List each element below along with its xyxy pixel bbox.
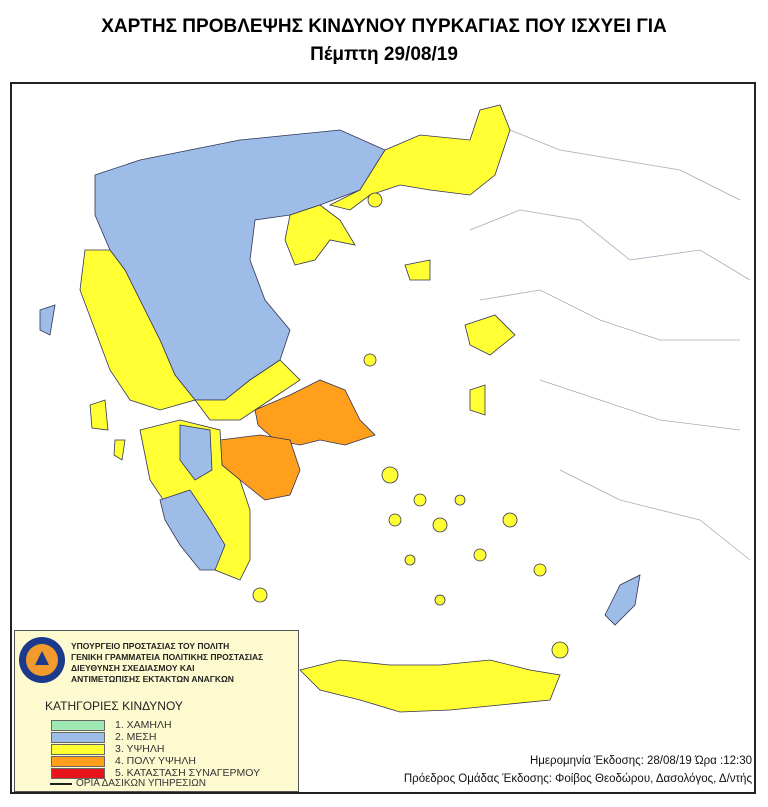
legend-item-medium: 2. ΜΕΣΗ	[51, 731, 157, 743]
legend-label: 5. ΚΑΤΑΣΤΑΣΗ ΣΥΝΑΓΕΡΜΟΥ	[115, 767, 261, 779]
org-line: ΔΙΕΥΘΥΝΣΗ ΣΧΕΔΙΑΣΜΟΥ ΚΑΙ	[71, 663, 195, 673]
region-high-chalkidiki	[284, 204, 356, 266]
legend-label: 4. ΠΟΛΥ ΥΨΗΛΗ	[115, 755, 196, 767]
issue-date: Ημερομηνία Έκδοσης: 28/08/19 Ώρα :12:30	[530, 755, 752, 767]
legend-label: 2. ΜΕΣΗ	[115, 731, 157, 743]
region-high-cyclades	[252, 192, 569, 659]
legend-item-low: 1. ΧΑΜΗΛΗ	[51, 719, 172, 731]
civil-protection-seal	[19, 637, 65, 683]
region-medium-peloponnese	[159, 424, 226, 571]
map-date: Πέμπτη 29/08/19	[310, 44, 458, 65]
swatch	[51, 767, 105, 779]
boundary-line	[50, 782, 72, 785]
region-medium-corfu	[39, 304, 56, 336]
swatch	[51, 719, 105, 731]
org-line: ΥΠΟΥΡΓΕΙΟ ΠΡΟΣΤΑΣΙΑΣ ΤΟΥ ΠΟΛΙΤΗ	[71, 641, 230, 651]
swatch	[51, 743, 105, 755]
region-high-thrace	[328, 104, 511, 211]
map-title: ΧΑΡΤΗΣ ΠΡΟΒΛΕΨΗΣ ΚΙΝΔΥΝΟΥ ΠΥΡΚΑΓΙΑΣ ΠΟΥ …	[101, 16, 667, 37]
org-line: ΑΝΤΙΜΕΤΩΠΙΣΗΣ ΕΚΤΑΚΤΩΝ ΑΝΑΓΚΩΝ	[71, 674, 234, 684]
boundary-label: ΟΡΙΑ ΔΑΣΙΚΩΝ ΥΠΗΡΕΣΙΩΝ	[76, 778, 206, 789]
region-high-ionian	[89, 399, 126, 461]
organization-name: ΥΠΟΥΡΓΕΙΟ ΠΡΟΣΤΑΣΙΑΣ ΤΟΥ ΠΟΛΙΤΗ ΓΕΝΙΚΗ Γ…	[71, 641, 263, 685]
region-high-crete	[299, 659, 561, 713]
swatch	[51, 731, 105, 743]
legend-item-high: 3. ΥΨΗΛΗ	[51, 743, 164, 755]
map-frame	[10, 82, 756, 794]
region-high-lesvos	[464, 314, 516, 356]
issue-author: Πρόεδρος Ομάδας Έκδοσης: Φοίβος Θεοδώρου…	[403, 773, 752, 785]
legend-item-alarm: 5. ΚΑΤΑΣΤΑΣΗ ΣΥΝΑΓΕΡΜΟΥ	[51, 767, 260, 779]
legend-label: 1. ΧΑΜΗΛΗ	[115, 719, 172, 731]
legend-item-very-high: 4. ΠΟΛΥ ΥΨΗΛΗ	[51, 755, 196, 767]
region-high-lemnos	[404, 259, 431, 281]
swatch	[51, 755, 105, 767]
region-high-central	[194, 359, 301, 421]
org-line: ΓΕΝΙΚΗ ΓΡΑΜΜΑΤΕΙΑ ΠΟΛΙΤΙΚΗΣ ΠΡΟΣΤΑΣΙΑΣ	[71, 652, 264, 662]
legend: ΥΠΟΥΡΓΕΙΟ ΠΡΟΣΤΑΣΙΑΣ ΤΟΥ ΠΟΛΙΤΗ ΓΕΝΙΚΗ Γ…	[14, 630, 299, 792]
region-medium-rhodes	[604, 574, 641, 626]
turkey-outline	[469, 129, 751, 561]
legend-boundary: ΟΡΙΑ ΔΑΣΙΚΩΝ ΥΠΗΡΕΣΙΩΝ	[50, 778, 206, 789]
region-high-chios	[469, 384, 486, 416]
categories-title: ΚΑΤΗΓΟΡΙΕΣ ΚΙΝΔΥΝΟΥ	[45, 699, 183, 713]
legend-label: 3. ΥΨΗΛΗ	[115, 743, 165, 755]
